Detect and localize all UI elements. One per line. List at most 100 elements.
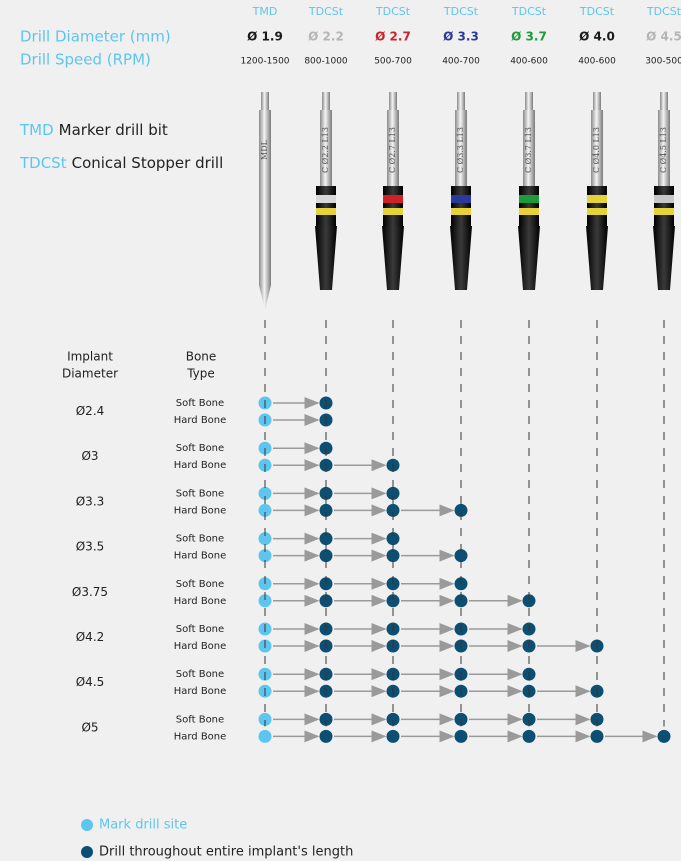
drill-body <box>320 110 332 190</box>
drill-speed: 1200-1500 <box>240 57 289 67</box>
bone-header: Bone <box>186 350 217 364</box>
drill-shank-top <box>261 92 269 112</box>
bone-label: Hard Bone <box>174 551 227 562</box>
implant-diameter: Ø4.5 <box>76 675 105 689</box>
bone-label: Soft Bone <box>176 669 224 680</box>
drill-type-legend: TDCSt Conical Stopper drill <box>19 154 223 172</box>
drill-band <box>383 195 403 203</box>
drill-marking: C Ø4.0 L13 <box>592 127 601 173</box>
drill-speed: 500-700 <box>374 57 412 67</box>
drill-taper <box>518 226 540 290</box>
step-dot <box>522 594 536 608</box>
step-dot <box>258 549 272 563</box>
drill-shank-top <box>389 92 397 112</box>
drill-collar <box>451 186 471 226</box>
drill-band-yellow <box>316 208 336 215</box>
drill-body <box>387 110 399 190</box>
drill-diameter: Ø 2.7 <box>375 30 411 44</box>
drill-taper <box>315 226 337 290</box>
implant-header: Diameter <box>62 367 118 381</box>
step-dot <box>319 594 333 608</box>
implant-header: Implant <box>67 350 113 364</box>
drill-speed: 300-500 <box>645 57 681 67</box>
step-dot <box>386 712 400 726</box>
step-dot <box>386 729 400 743</box>
implant-diameter: Ø3 <box>81 449 98 463</box>
step-dot <box>258 729 272 743</box>
drill-speed: 800-1000 <box>304 57 348 67</box>
drill-band-yellow <box>451 208 471 215</box>
drill-body <box>658 110 670 190</box>
step-dot <box>319 729 333 743</box>
drill-shank-top <box>593 92 601 112</box>
drill-band <box>519 195 539 203</box>
step-dot <box>258 532 272 546</box>
drill-shank-top <box>457 92 465 112</box>
drill-body <box>523 110 535 190</box>
legend-text: Drill throughout entire implant's length <box>99 845 353 860</box>
drill-type: TDCSt <box>375 5 411 18</box>
drill-band-yellow <box>654 208 674 215</box>
type-code: TMD <box>19 121 54 139</box>
drill-collar <box>519 186 539 226</box>
step-dot <box>657 729 671 743</box>
drill-shank-top <box>322 92 330 112</box>
drill-marking: C Ø3.7 L13 <box>524 127 533 173</box>
legend-dot <box>81 846 93 858</box>
bone-label: Hard Bone <box>174 731 227 742</box>
implant-diameter: Ø3.5 <box>76 540 105 554</box>
drill-type: TDCSt <box>443 5 479 18</box>
step-dot <box>386 532 400 546</box>
type-desc: Marker drill bit <box>59 121 168 139</box>
type-desc: Conical Stopper drill <box>72 154 224 172</box>
drill-collar <box>654 186 674 226</box>
step-dot <box>319 712 333 726</box>
drill-band <box>451 195 471 203</box>
bone-label: Soft Bone <box>176 579 224 590</box>
bone-header: Type <box>186 367 215 381</box>
drill-diameter: Ø 2.2 <box>308 30 344 44</box>
step-dot <box>386 503 400 517</box>
drill-collar <box>316 186 336 226</box>
drill-type: TDCSt <box>308 5 344 18</box>
implant-diameter: Ø2.4 <box>76 404 105 418</box>
step-dot <box>319 549 333 563</box>
drill-diameter: Ø 4.5 <box>646 30 681 44</box>
drill-taper <box>450 226 472 290</box>
drill-collar <box>587 186 607 226</box>
drill-diameter: Ø 4.0 <box>579 30 615 44</box>
drill-speed: 400-600 <box>578 57 616 67</box>
bone-label: Soft Bone <box>176 398 224 409</box>
step-dot <box>258 486 272 500</box>
drill-band-yellow <box>587 208 607 215</box>
drill-type: TDCSt <box>579 5 615 18</box>
drill-shank-top <box>525 92 533 112</box>
step-dot <box>590 712 604 726</box>
bone-label: Soft Bone <box>176 624 224 635</box>
step-dot <box>258 503 272 517</box>
drill-band-yellow <box>519 208 539 215</box>
implant-diameter: Ø3.75 <box>72 585 108 599</box>
drill-taper <box>653 226 675 290</box>
legend-text: Mark drill site <box>99 818 187 833</box>
drill-type-legend: TMD Marker drill bit <box>19 121 168 139</box>
step-dot <box>522 712 536 726</box>
drill-tip <box>259 285 271 310</box>
bone-label: Hard Bone <box>174 460 227 471</box>
drill-band <box>587 195 607 203</box>
step-dot <box>454 549 468 563</box>
drill-diameter: Ø 3.3 <box>443 30 479 44</box>
drill-taper <box>586 226 608 290</box>
step-dot <box>454 712 468 726</box>
bone-label: Hard Bone <box>174 641 227 652</box>
drill-body <box>591 110 603 190</box>
drill-band <box>316 195 336 203</box>
bone-label: Hard Bone <box>174 415 227 426</box>
legend-dot <box>81 819 93 831</box>
bone-label: Soft Bone <box>176 534 224 545</box>
step-dot <box>386 486 400 500</box>
step-dot <box>258 712 272 726</box>
drill-taper <box>382 226 404 290</box>
drill-marking: C Ø2.2 L13 <box>321 127 330 173</box>
